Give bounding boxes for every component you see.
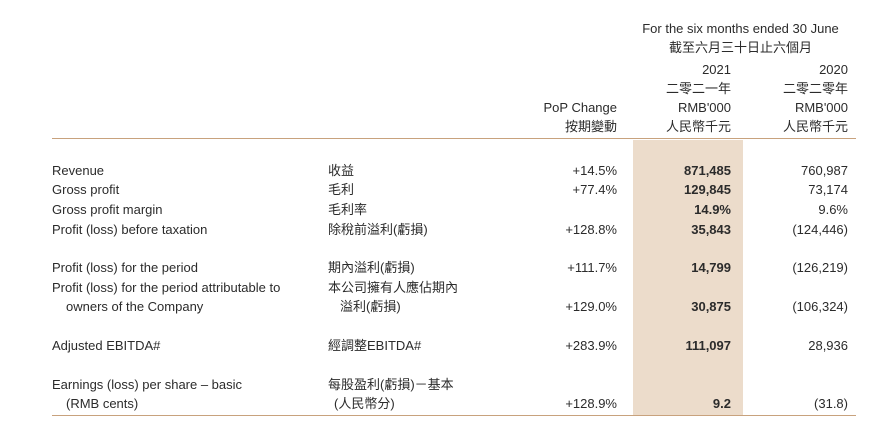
row-label-zh-cont: (人民幣分) — [334, 396, 395, 411]
row-pop: +77.4% — [572, 182, 617, 197]
row-value-2020: 9.6% — [818, 202, 848, 217]
row-label-zh: 每股盈利(虧損)－基本 — [328, 377, 454, 392]
row-value-2020: 28,936 — [808, 338, 848, 353]
row-value-2021: 111,097 — [685, 338, 731, 353]
row-label-zh: 毛利 — [328, 182, 355, 197]
year-2020-zh: 二零二零年 — [782, 81, 848, 96]
row-value-2021: 14,799 — [691, 260, 731, 275]
row-label-zh: 除稅前溢利(虧損) — [328, 222, 428, 237]
row-label-en: Profit (loss) for the period — [52, 260, 198, 275]
header-rule — [52, 138, 856, 139]
year-2020: 2020 — [819, 62, 848, 77]
row-value-2021: 14.9% — [694, 202, 731, 217]
year-2021: 2021 — [702, 62, 731, 77]
footer-rule — [52, 415, 856, 416]
row-label-en: Profit (loss) before taxation — [52, 222, 208, 237]
period-heading-zh: 截至六月三十日止六個月 — [668, 40, 812, 55]
row-value-2020: 760,987 — [801, 163, 848, 178]
row-value-2020: 73,174 — [808, 182, 848, 197]
row-value-2020: (31.8) — [814, 396, 848, 411]
row-label-zh-cont: 溢利(虧損) — [340, 299, 401, 314]
pop-change-heading-zh: 按期變動 — [564, 119, 617, 134]
pop-change-heading: PoP Change — [543, 100, 618, 115]
row-label-en-cont: (RMB cents) — [66, 396, 139, 411]
row-label-en-cont: owners of the Company — [66, 299, 204, 314]
row-pop: +128.9% — [565, 396, 617, 411]
row-label-zh: 經調整EBITDA# — [328, 338, 422, 353]
row-value-2021: 9.2 — [712, 396, 731, 411]
row-label-zh: 本公司擁有人應佔期內 — [328, 280, 459, 295]
row-value-2020: (106,324) — [792, 299, 848, 314]
row-label-zh: 收益 — [328, 163, 355, 178]
row-label-zh: 毛利率 — [328, 202, 368, 217]
row-label-zh: 期內溢利(虧損) — [328, 260, 415, 275]
unit-2020: RMB'000 — [794, 100, 848, 115]
row-label-en: Profit (loss) for the period attributabl… — [52, 280, 281, 295]
row-label-en: Gross profit margin — [52, 202, 163, 217]
row-label-en: Gross profit — [52, 182, 120, 197]
row-value-2021: 35,843 — [691, 222, 731, 237]
row-label-en: Revenue — [52, 163, 105, 178]
row-value-2021: 871,485 — [684, 163, 731, 178]
row-pop: +128.8% — [565, 222, 617, 237]
row-value-2020: (124,446) — [792, 222, 848, 237]
row-pop: +111.7% — [567, 260, 617, 275]
row-value-2020: (126,219) — [792, 260, 848, 275]
row-label-en: Earnings (loss) per share – basic — [52, 377, 243, 392]
unit-2021: RMB'000 — [677, 100, 731, 115]
row-pop: +283.9% — [565, 338, 617, 353]
unit-2020-zh: 人民幣千元 — [782, 119, 848, 134]
row-value-2021: 129,845 — [684, 182, 731, 197]
year-2021-zh: 二零二一年 — [665, 81, 731, 96]
row-pop: +129.0% — [565, 299, 617, 314]
current-period-highlight — [633, 140, 743, 416]
row-pop: +14.5% — [572, 163, 617, 178]
row-label-en: Adjusted EBITDA# — [52, 338, 161, 353]
row-value-2021: 30,875 — [691, 299, 731, 314]
unit-2021-zh: 人民幣千元 — [665, 119, 731, 134]
period-heading: For the six months ended 30 June — [642, 21, 839, 36]
